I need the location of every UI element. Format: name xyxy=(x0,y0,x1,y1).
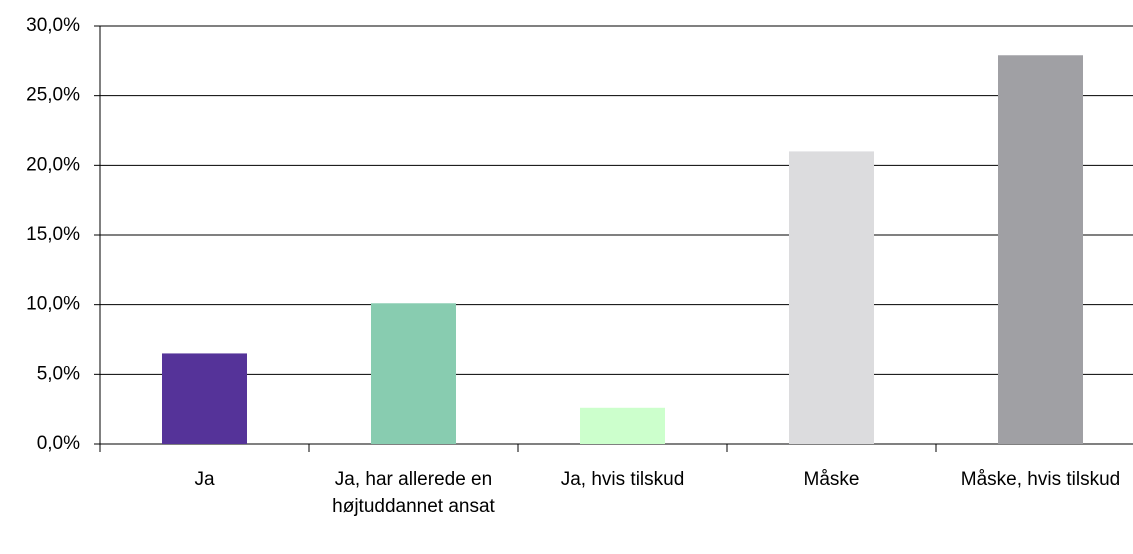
x-tick-label: Ja, har allerede en højtuddannet ansat xyxy=(332,469,495,517)
bar xyxy=(998,55,1083,444)
bar xyxy=(789,151,874,444)
x-tick-label: Ja, hvis tilskud xyxy=(560,469,685,490)
y-tick-label: 10,0% xyxy=(26,294,80,315)
bar xyxy=(371,303,456,444)
y-tick-label: 15,0% xyxy=(26,224,80,245)
bar xyxy=(162,353,247,444)
bar xyxy=(580,407,665,444)
y-tick-label: 0,0% xyxy=(37,433,80,454)
y-tick-label: 20,0% xyxy=(26,154,80,175)
y-tick-label: 30,0% xyxy=(26,15,80,36)
x-tick-label: Måske xyxy=(803,469,860,490)
y-tick-label: 5,0% xyxy=(37,363,80,384)
x-tick-label: Ja xyxy=(194,469,215,490)
y-tick-label: 25,0% xyxy=(26,85,80,106)
x-tick-label: Måske, hvis tilskud xyxy=(960,469,1121,490)
